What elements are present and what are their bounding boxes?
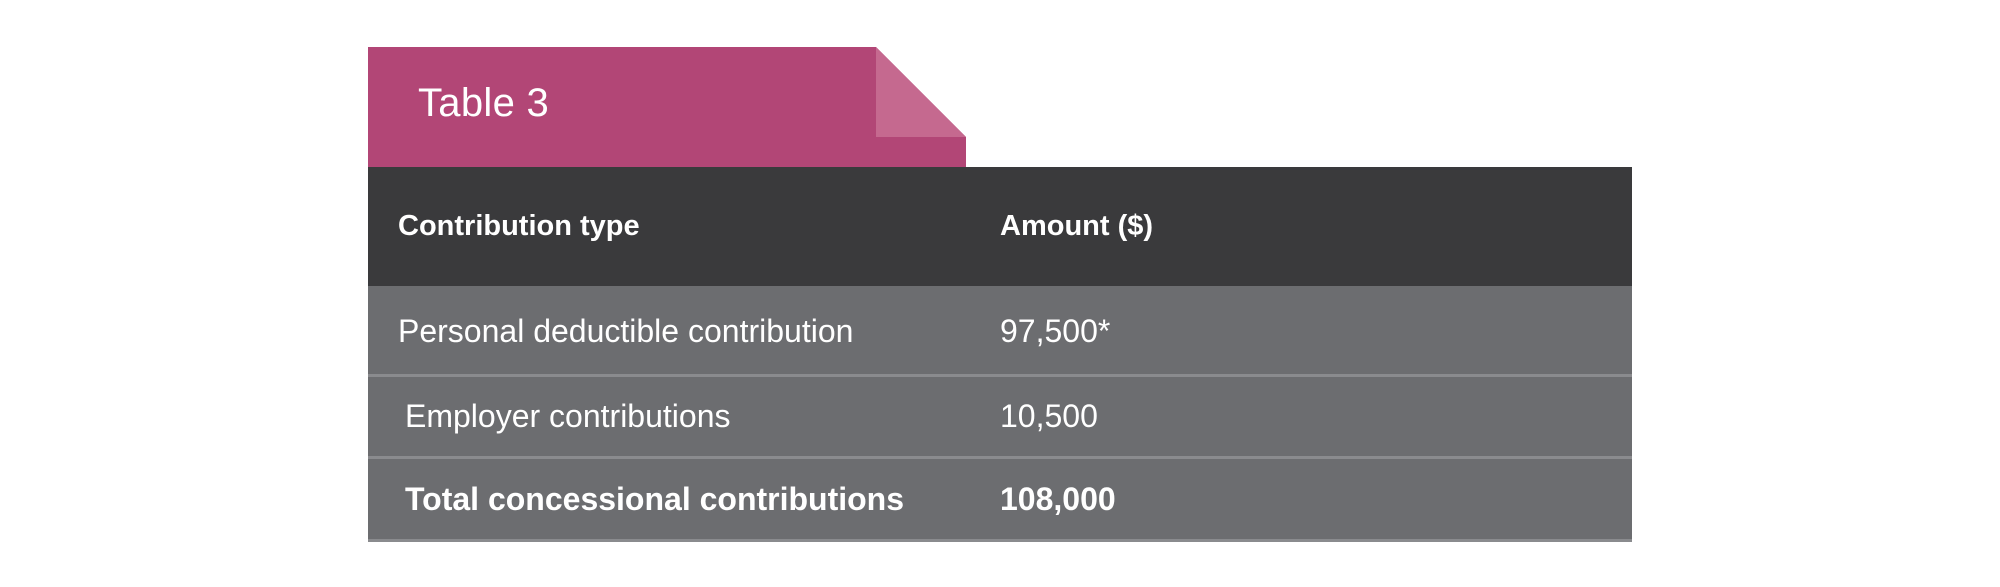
contributions-table: Contribution type Amount ($) Personal de… [368,167,1632,542]
header-contribution-type: Contribution type [398,210,640,242]
header-amount: Amount ($) [1000,210,1154,242]
tab-background [368,47,966,167]
table-row: Employer contributions 10,500 [368,377,1632,459]
folded-corner-icon [876,47,966,137]
table-caption-tab: Table 3 [368,47,966,167]
table-caption: Table 3 [418,81,550,125]
cell-contribution-type: Employer contributions [405,398,731,434]
cell-amount: 10,500 [1000,398,1098,434]
table-total-row: Total concessional contributions 108,000 [368,459,1632,542]
table-row: Personal deductible contribution 97,500* [368,286,1632,377]
cell-total-amount: 108,000 [1000,480,1116,517]
cell-amount: 97,500* [1000,312,1111,349]
cell-contribution-type: Personal deductible contribution [398,312,854,349]
cell-total-label: Total concessional contributions [405,480,905,517]
table-header-row: Contribution type Amount ($) [368,167,1632,286]
